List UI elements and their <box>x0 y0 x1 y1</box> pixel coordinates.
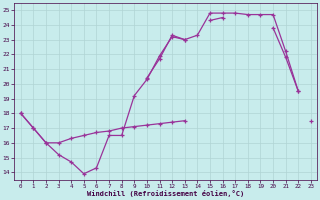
X-axis label: Windchill (Refroidissement éolien,°C): Windchill (Refroidissement éolien,°C) <box>87 190 244 197</box>
